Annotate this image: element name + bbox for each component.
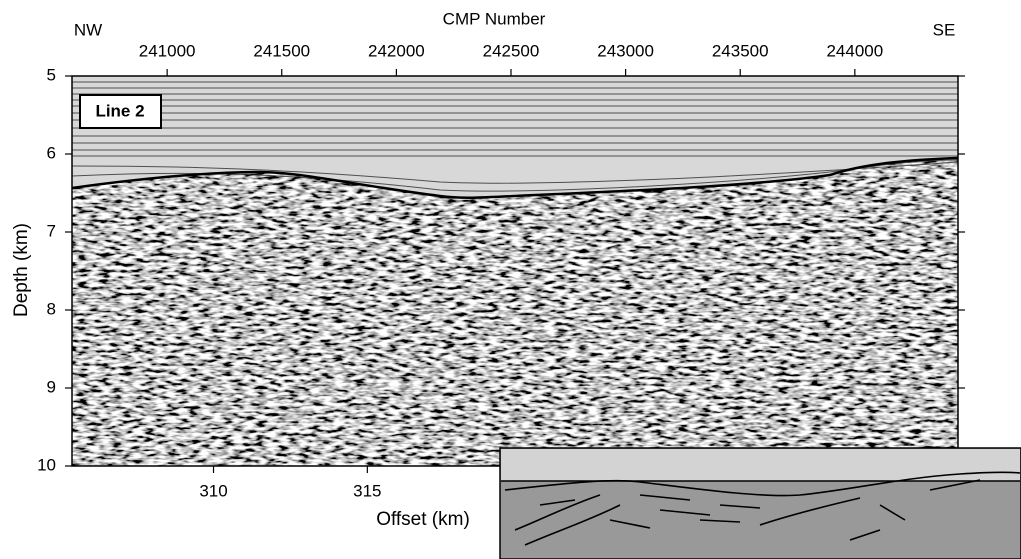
y-tick-label: 10 bbox=[37, 455, 56, 474]
y-tick-label: 6 bbox=[47, 143, 56, 162]
seismic-image bbox=[72, 76, 958, 466]
x-axis-title: Offset (km) bbox=[376, 509, 470, 530]
x2-tick-label: 241000 bbox=[139, 41, 196, 60]
x2-tick-label: 241500 bbox=[253, 41, 310, 60]
y-tick-label: 5 bbox=[47, 65, 56, 84]
x2-tick-label: 243000 bbox=[597, 41, 654, 60]
x2-tick-label: 242000 bbox=[368, 41, 425, 60]
x2-tick-label: 243500 bbox=[712, 41, 769, 60]
panel-label: Line 2 bbox=[95, 101, 144, 120]
x2-tick-label: 244000 bbox=[826, 41, 883, 60]
x-tick-label: 310 bbox=[199, 481, 227, 500]
y-tick-label: 8 bbox=[47, 299, 56, 318]
y-axis-title: Depth (km) bbox=[11, 223, 32, 317]
top-axis-title: CMP Number bbox=[443, 9, 546, 28]
x-tick-label: 315 bbox=[353, 481, 381, 500]
y-tick-label: 9 bbox=[47, 377, 56, 396]
panel-label-box bbox=[79, 94, 162, 129]
interpretation-inset bbox=[499, 447, 1021, 559]
y-tick-label: 7 bbox=[47, 221, 56, 240]
direction-label: NW bbox=[74, 20, 102, 39]
direction-label: SE bbox=[933, 20, 956, 39]
x2-tick-label: 242500 bbox=[483, 41, 540, 60]
